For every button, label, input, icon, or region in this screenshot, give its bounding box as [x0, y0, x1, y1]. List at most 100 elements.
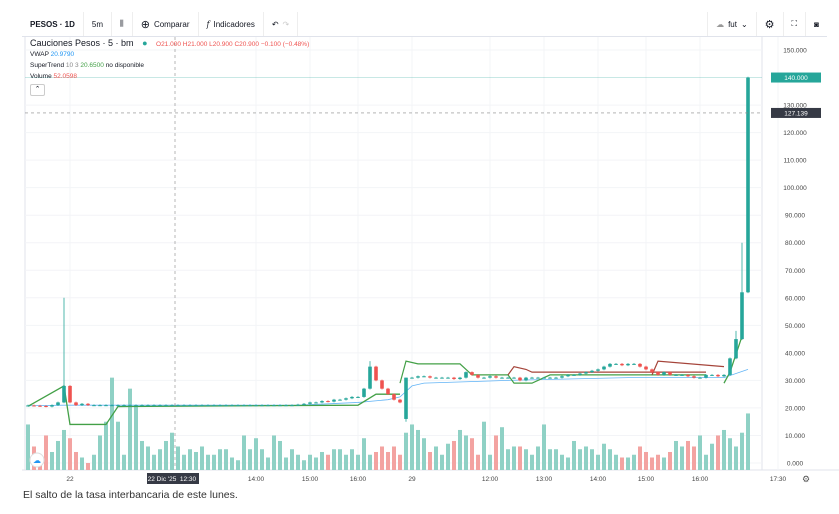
- candle-body: [668, 372, 672, 375]
- candle-body: [632, 363, 636, 365]
- volume-bar: [80, 457, 84, 470]
- y-tick-label: 40.000: [785, 350, 805, 357]
- price-chart[interactable]: 150.000 130.000 120.000 110.000 100.000 90.00…: [22, 37, 839, 487]
- chart-type-button[interactable]: ⫼: [112, 12, 133, 36]
- volume-bar: [296, 454, 300, 470]
- redo-icon[interactable]: ↷: [282, 19, 290, 29]
- candle-body: [524, 377, 528, 381]
- supertrend-down-line: [651, 360, 725, 376]
- volume-bar: [380, 446, 384, 470]
- volume-bar: [494, 435, 498, 470]
- candle-body: [158, 405, 162, 407]
- y-tick-label: 110.000: [783, 158, 806, 165]
- volume-bar: [728, 438, 732, 470]
- candle-body: [710, 374, 714, 376]
- volume-bar: [656, 454, 660, 470]
- candle-body: [80, 403, 84, 406]
- layout-button[interactable]: ☁ fut ⌄: [707, 12, 756, 36]
- x-tick-label: 14:00: [590, 476, 607, 483]
- candle-body: [116, 405, 120, 407]
- volume-bar: [680, 446, 684, 470]
- crosshair-time-badge: [147, 473, 199, 484]
- candle-body: [704, 374, 708, 378]
- candle-body: [38, 405, 42, 407]
- volume-bar: [134, 405, 138, 470]
- volume-bar: [464, 435, 468, 470]
- candle-body: [146, 405, 150, 407]
- compare-button[interactable]: ⊕ Comparar: [133, 12, 199, 36]
- candle-body: [170, 405, 174, 407]
- candle-body: [548, 377, 552, 379]
- volume-bar: [62, 429, 66, 470]
- volume-bar: [326, 454, 330, 470]
- market-status-dot: ●: [142, 38, 148, 48]
- candle-body: [44, 406, 48, 408]
- candle-body: [536, 377, 540, 379]
- volume-bar: [734, 446, 738, 470]
- candle-body: [230, 405, 234, 407]
- candle-body: [626, 363, 630, 366]
- symbol-button[interactable]: PESOS · 1D: [22, 12, 84, 36]
- x-tick-label: 16:00: [350, 476, 367, 483]
- candle-body: [416, 376, 420, 378]
- volume-bar: [212, 454, 216, 470]
- volume-bar: [218, 449, 222, 470]
- candle-body: [56, 402, 60, 406]
- volume-bar: [248, 449, 252, 470]
- candle-body: [464, 372, 468, 378]
- candle-body: [272, 405, 276, 407]
- candle-body: [692, 376, 696, 378]
- function-icon: f: [206, 19, 210, 29]
- volume-bar: [632, 454, 636, 470]
- volume-bar: [596, 454, 600, 470]
- volume-bar: [584, 446, 588, 470]
- candle-body: [68, 385, 72, 403]
- candle-body: [212, 405, 216, 407]
- legend-main: Cauciones Pesos · 5 · bm ● O21.000 H21.0…: [30, 38, 310, 48]
- candle-body: [104, 405, 108, 407]
- candle-body: [344, 398, 348, 400]
- settings-button[interactable]: ⚙: [755, 12, 783, 36]
- volume-bar: [290, 449, 294, 470]
- volume-bar: [44, 435, 48, 470]
- volume-bar: [506, 449, 510, 470]
- y-tick-label: 150.000: [783, 48, 807, 55]
- fullscreen-button[interactable]: ⛶: [782, 12, 806, 36]
- candle-body: [62, 385, 66, 403]
- plus-circle-icon: ⊕: [140, 18, 150, 31]
- volume-bar: [578, 449, 582, 470]
- candle-body: [410, 377, 414, 379]
- supertrend-down-line: [507, 365, 706, 376]
- candle-body: [734, 339, 738, 359]
- candle-body: [308, 402, 312, 404]
- volume-bar: [128, 388, 132, 470]
- candle-body: [140, 405, 144, 407]
- undo-button[interactable]: ↶ ↷: [264, 12, 299, 36]
- candle-body: [122, 405, 126, 407]
- volume-bar: [644, 451, 648, 470]
- volume-bar: [242, 435, 246, 470]
- candle-body: [164, 405, 168, 407]
- volume-bar: [362, 438, 366, 470]
- supertrend-up-line: [723, 336, 743, 384]
- y-tick-label: 30.000: [785, 378, 805, 385]
- x-tick-label: 29: [408, 476, 416, 483]
- candle-body: [32, 405, 36, 407]
- y-tick-label: 20.000: [785, 405, 805, 412]
- volume-bar: [518, 446, 522, 470]
- collapse-legend-button[interactable]: ⌃: [30, 84, 45, 96]
- screenshot-button[interactable]: ◙: [805, 12, 827, 36]
- axis-settings-icon[interactable]: ⚙: [802, 474, 810, 484]
- volume-bar: [182, 454, 186, 470]
- candle-body: [398, 399, 402, 403]
- y-tick-label: 70.000: [785, 268, 805, 275]
- candle-body: [506, 377, 510, 379]
- indicators-button[interactable]: f Indicadores: [199, 12, 264, 36]
- volume-bar: [170, 432, 174, 470]
- volume-bar: [230, 457, 234, 470]
- y-tick-label: 100.000: [783, 185, 807, 192]
- candle-body: [614, 363, 618, 365]
- volume-bar: [140, 440, 144, 470]
- interval-button[interactable]: 5m: [84, 12, 113, 36]
- candle-body: [572, 374, 576, 376]
